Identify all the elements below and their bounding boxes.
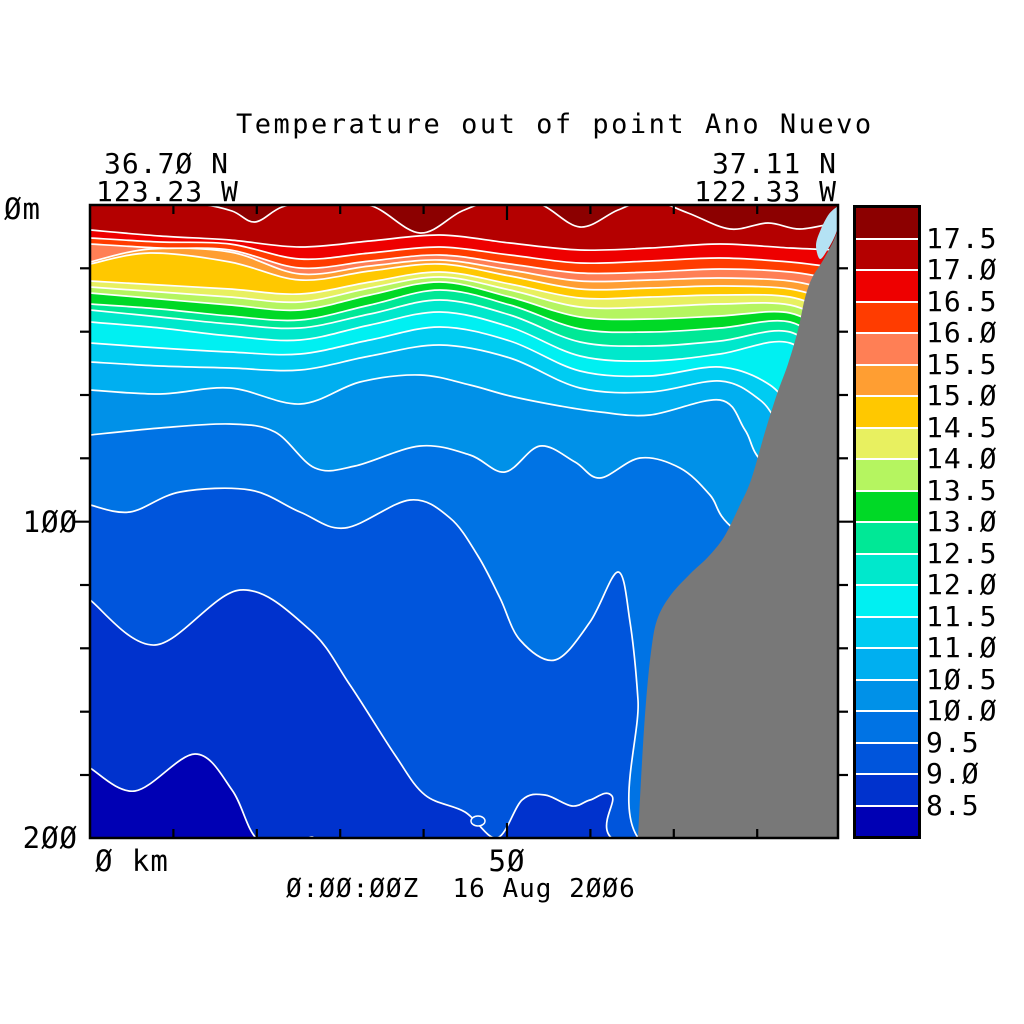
y-axis-label-100m: 1ØØ <box>22 505 78 539</box>
temperature-band-17.5 <box>206 205 838 234</box>
colorbar-band-17 <box>856 743 918 773</box>
colorbar-band-0 <box>856 208 918 238</box>
closed-contour-spot <box>470 815 486 827</box>
colorbar-band-3 <box>856 302 918 332</box>
colorbar-label-14.0: 14.Ø <box>926 442 998 475</box>
colorbar-label-10.5: 1Ø.5 <box>926 662 998 696</box>
colorbar-band-15 <box>856 680 918 710</box>
colorbar-label-17.5: 17.5 <box>926 221 998 255</box>
colorbar-band-12 <box>856 586 918 616</box>
axis-ticks <box>73 205 855 838</box>
colorbar-band-18 <box>856 775 918 805</box>
colorbar-band-7 <box>856 428 918 458</box>
isotherm-line-17 <box>90 229 838 252</box>
colorbar-label-13.5: 13.5 <box>926 473 998 507</box>
colorbar-label-10.0: 1Ø.Ø <box>926 694 998 727</box>
colorbar-label-11.0: 11.Ø <box>926 631 998 664</box>
colorbar-band-1 <box>856 239 918 269</box>
isotherm-line-11.5 <box>90 326 838 451</box>
colorbar-band-2 <box>856 271 918 301</box>
isotherm-line-10.5 <box>90 374 838 521</box>
colorbar-label-9.5: 9.5 <box>926 725 980 759</box>
colorbar-label-15.5: 15.5 <box>926 347 998 381</box>
isotherm-line-9.5 <box>90 487 640 838</box>
colorbar-band-11 <box>856 554 918 584</box>
y-axis-label-200m: 2ØØ <box>22 821 78 855</box>
colorbar-band-13 <box>856 617 918 647</box>
isotherm-line-13 <box>90 289 838 356</box>
isotherm-line-10 <box>90 423 838 601</box>
temperature-band-17 <box>90 205 838 251</box>
x-axis-label-50km: 5Ø <box>488 844 526 878</box>
colorbar-label-9.0: 9.Ø <box>926 757 980 790</box>
colorbar-band-19 <box>856 806 918 836</box>
isotherm-line-15 <box>90 252 838 304</box>
colorbar-band-14 <box>856 649 918 679</box>
colorbar-label-15.0: 15.Ø <box>926 379 998 412</box>
cold-upwelling-surface-patch <box>815 206 838 260</box>
colorbar-label-13.0: 13.Ø <box>926 505 998 538</box>
y-axis-label-0m: Øm <box>4 192 41 226</box>
colorbar-label-17.0: 17.Ø <box>926 253 998 286</box>
x-axis-label-0km: Ø km <box>95 844 169 878</box>
isotherm-line-12.5 <box>90 299 838 373</box>
isotherm-line-14.5 <box>90 271 838 316</box>
longitude-label-east: 122.33 W <box>694 175 837 208</box>
colorbar-label-14.5: 14.5 <box>926 410 998 444</box>
colorbar-band-9 <box>856 491 918 521</box>
colorbar-label-16.5: 16.5 <box>926 284 998 318</box>
contour-field <box>90 205 838 838</box>
colorbar-band-8 <box>856 460 918 490</box>
timestamp-label: Ø:ØØ:ØØZ 16 Aug 2ØØ6 <box>286 874 636 904</box>
longitude-label-west: 123.23 W <box>96 175 239 208</box>
isotherm-line-17.5 <box>201 205 838 234</box>
colorbar-band-10 <box>856 523 918 553</box>
isotherm-line-11 <box>90 344 838 471</box>
isotherm-line-16.5 <box>90 237 838 269</box>
isotherm-line-16 <box>90 243 838 281</box>
isotherm-line-12 <box>90 311 838 391</box>
isotherm-line-13.5 <box>90 281 838 341</box>
colorbar <box>853 205 921 839</box>
colorbar-band-4 <box>856 334 918 364</box>
colorbar-band-6 <box>856 397 918 427</box>
isotherm-line-15.5 <box>90 247 838 293</box>
colorbar-band-16 <box>856 712 918 742</box>
colorbar-label-16.0: 16.Ø <box>926 316 998 349</box>
latitude-label-east: 37.11 N <box>711 147 837 180</box>
plot-frame <box>88 203 840 840</box>
colorbar-label-12.0: 12.Ø <box>926 568 998 601</box>
isotherm-line-8.5 <box>90 753 315 838</box>
latitude-label-west: 36.7Ø N <box>104 147 230 180</box>
colorbar-band-5 <box>856 365 918 395</box>
plot-title: Temperature out of point Ano Nuevo <box>236 109 874 140</box>
isotherm-line-14 <box>90 276 838 328</box>
colorbar-label-11.5: 11.5 <box>926 599 998 633</box>
colorbar-label-12.5: 12.5 <box>926 536 998 570</box>
bathymetry-seafloor <box>638 230 838 838</box>
colorbar-label-8.5: 8.5 <box>926 788 980 822</box>
